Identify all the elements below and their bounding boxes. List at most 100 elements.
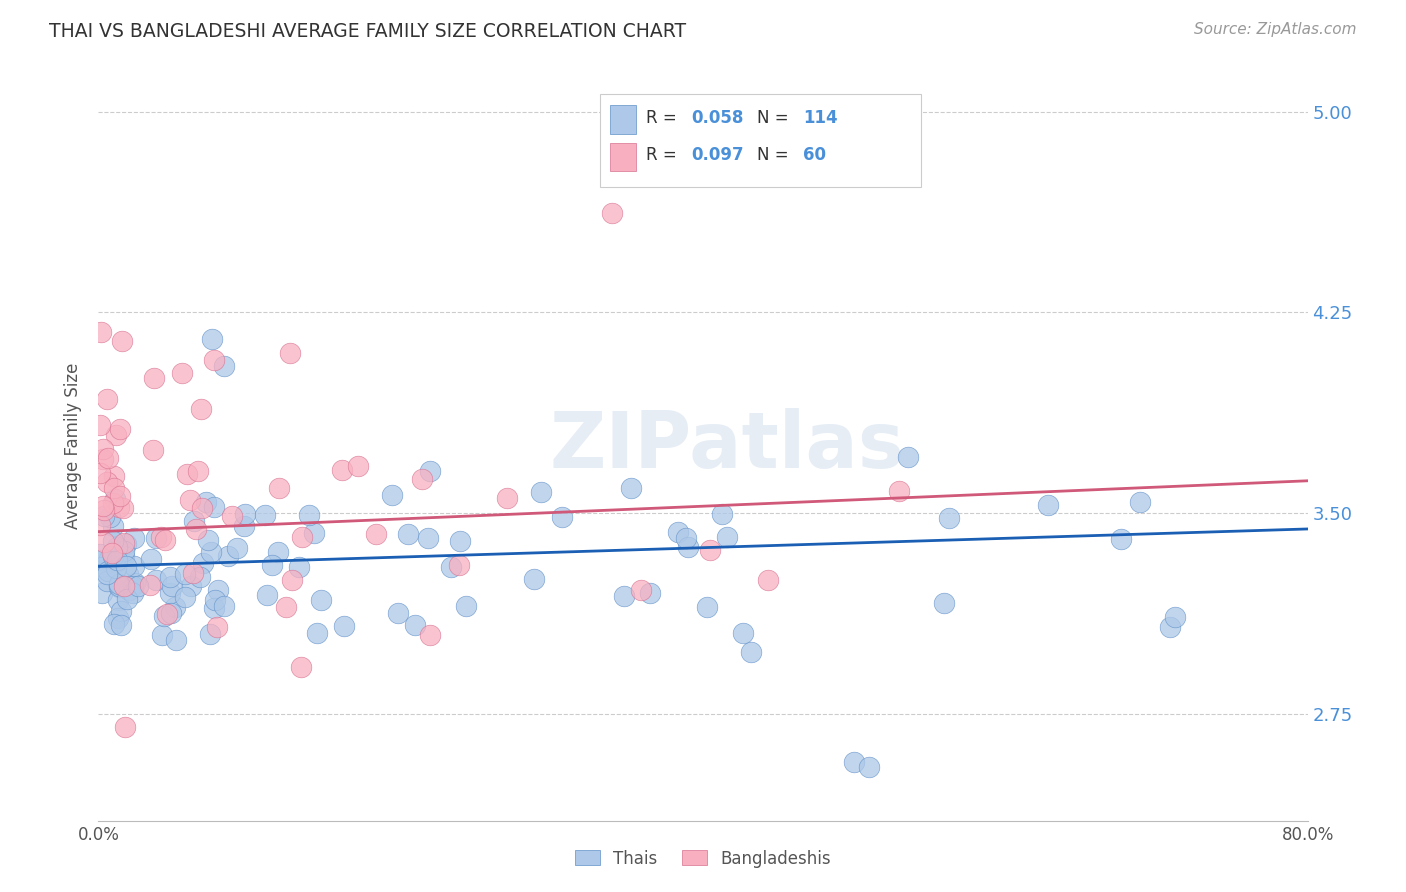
Point <box>195 495 218 509</box>
Point <box>112 501 135 516</box>
Point <box>253 508 276 522</box>
Point <box>111 334 134 348</box>
Point <box>212 359 235 373</box>
Point <box>176 467 198 481</box>
Point <box>93 452 115 467</box>
FancyBboxPatch shape <box>600 94 921 187</box>
Point <box>699 542 721 557</box>
Point <box>454 599 477 613</box>
Point <box>274 600 297 615</box>
Point <box>181 566 204 580</box>
Point <box>411 472 433 486</box>
Point <box>112 544 135 558</box>
Text: ZIPatlas: ZIPatlas <box>550 408 904 484</box>
Point <box>309 593 332 607</box>
Text: N =: N = <box>758 146 794 164</box>
Point <box>1109 532 1132 546</box>
Point <box>91 442 114 456</box>
Point <box>419 628 441 642</box>
Point <box>93 508 115 523</box>
Point <box>330 463 353 477</box>
Point <box>225 541 247 555</box>
Point <box>404 618 426 632</box>
Point <box>89 547 111 561</box>
Point <box>97 450 120 465</box>
Point <box>179 492 201 507</box>
Point <box>172 367 194 381</box>
Point <box>191 500 214 515</box>
Point <box>127 579 149 593</box>
Point <box>188 569 211 583</box>
Point <box>731 626 754 640</box>
Bar <box>610 143 637 171</box>
Point <box>139 551 162 566</box>
Point <box>104 555 127 569</box>
Point <box>530 485 553 500</box>
Point <box>97 564 120 578</box>
Text: Source: ZipAtlas.com: Source: ZipAtlas.com <box>1194 22 1357 37</box>
Point <box>108 422 131 436</box>
Point <box>1129 494 1152 508</box>
Point <box>107 577 129 591</box>
Point <box>620 481 643 495</box>
Point <box>150 530 173 544</box>
Point <box>160 579 183 593</box>
Point <box>381 488 404 502</box>
Point <box>112 578 135 592</box>
Point <box>101 549 124 563</box>
Point <box>844 755 866 769</box>
Point <box>602 206 624 220</box>
Point <box>118 583 141 598</box>
Point <box>197 533 219 548</box>
Point <box>302 526 325 541</box>
Point <box>640 586 662 600</box>
Point <box>269 481 291 495</box>
Point <box>160 606 183 620</box>
Text: R =: R = <box>647 109 682 127</box>
Point <box>165 599 187 614</box>
Point <box>103 481 125 495</box>
Point <box>89 517 111 532</box>
Point <box>233 507 256 521</box>
Point <box>103 617 125 632</box>
Point <box>143 371 166 385</box>
Point <box>200 545 222 559</box>
Point <box>108 489 131 503</box>
Point <box>204 593 226 607</box>
Point <box>138 578 160 592</box>
Point <box>107 592 129 607</box>
Point <box>96 392 118 407</box>
Point <box>124 558 146 573</box>
Point <box>190 401 212 416</box>
Point <box>204 353 226 368</box>
Text: 0.058: 0.058 <box>690 109 744 127</box>
Point <box>280 573 302 587</box>
Point <box>159 586 181 600</box>
Point <box>107 611 129 625</box>
Point <box>202 500 225 515</box>
Point <box>298 508 321 522</box>
Point <box>145 531 167 545</box>
Point <box>103 519 125 533</box>
Point <box>114 720 136 734</box>
Point <box>115 558 138 573</box>
Point <box>1163 610 1185 624</box>
Point <box>122 531 145 545</box>
Point <box>110 617 132 632</box>
Point <box>104 427 127 442</box>
Point <box>613 589 636 603</box>
Point <box>153 609 176 624</box>
Point <box>201 332 224 346</box>
Point <box>142 443 165 458</box>
Point <box>124 575 146 590</box>
Text: N =: N = <box>758 109 794 127</box>
Point <box>449 534 471 549</box>
Point <box>205 620 228 634</box>
Point <box>101 546 124 560</box>
Point <box>666 525 689 540</box>
Point <box>756 574 779 588</box>
Point <box>280 345 302 359</box>
Point <box>90 325 112 339</box>
Point <box>364 527 387 541</box>
Point <box>396 527 419 541</box>
